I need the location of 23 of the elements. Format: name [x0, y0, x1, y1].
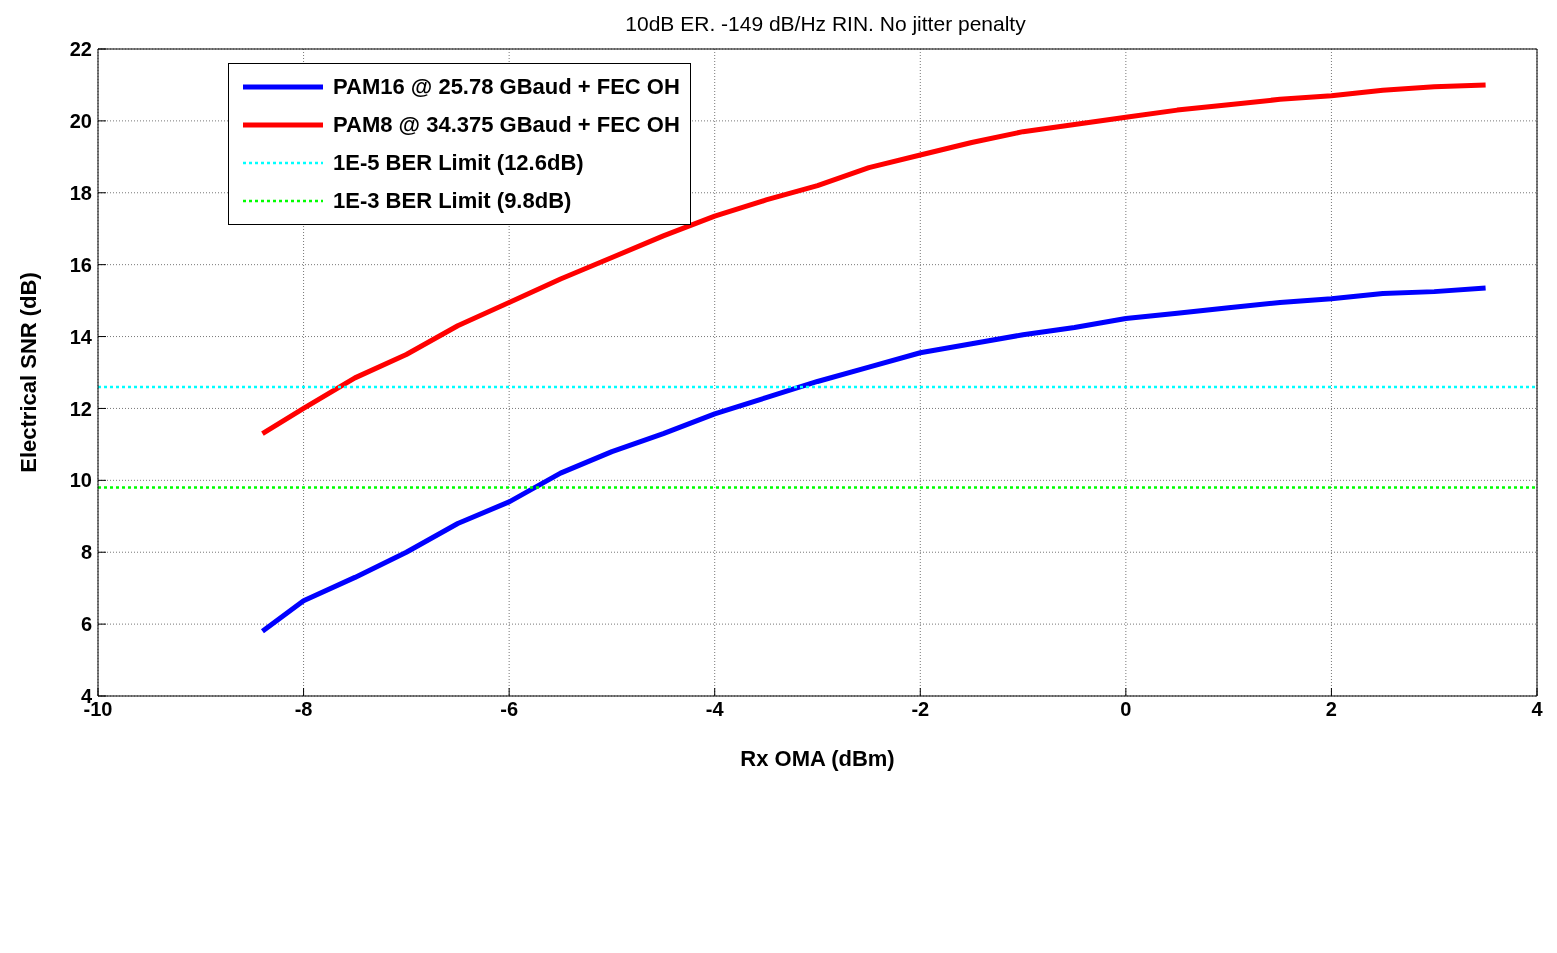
x-tick-label: -4	[705, 698, 725, 721]
y-tick-label: 8	[80, 541, 92, 564]
x-tick-label: -2	[911, 698, 930, 721]
y-axis-title: Electrical SNR (dB)	[15, 272, 41, 473]
legend-label: 1E-5 BER Limit (12.6dB)	[333, 150, 584, 176]
y-tick-label: 6	[80, 613, 92, 636]
y-tick-label: 10	[69, 469, 92, 492]
x-tick-label: 0	[1120, 698, 1132, 721]
y-tick-label: 14	[69, 325, 93, 348]
x-tick-label: 4	[1531, 698, 1544, 721]
y-tick-label: 18	[69, 181, 92, 204]
x-tick-label: -8	[294, 698, 313, 721]
x-tick-label: 2	[1325, 698, 1337, 721]
x-axis-title: Rx OMA (dBm)	[740, 746, 895, 771]
legend-label: 1E-3 BER Limit (9.8dB)	[333, 188, 572, 214]
legend-label: PAM16 @ 25.78 GBaud + FEC OH	[333, 74, 680, 100]
chart-title: 10dB ER. -149 dB/Hz RIN. No jitter penalty	[624, 12, 1027, 36]
legend-label: PAM8 @ 34.375 GBaud + FEC OH	[333, 112, 680, 138]
x-tick-label: -6	[500, 698, 519, 721]
y-tick-label: 12	[69, 397, 92, 420]
y-tick-label: 16	[69, 253, 92, 276]
y-tick-label: 22	[69, 38, 92, 61]
y-tick-label: 20	[69, 109, 92, 132]
